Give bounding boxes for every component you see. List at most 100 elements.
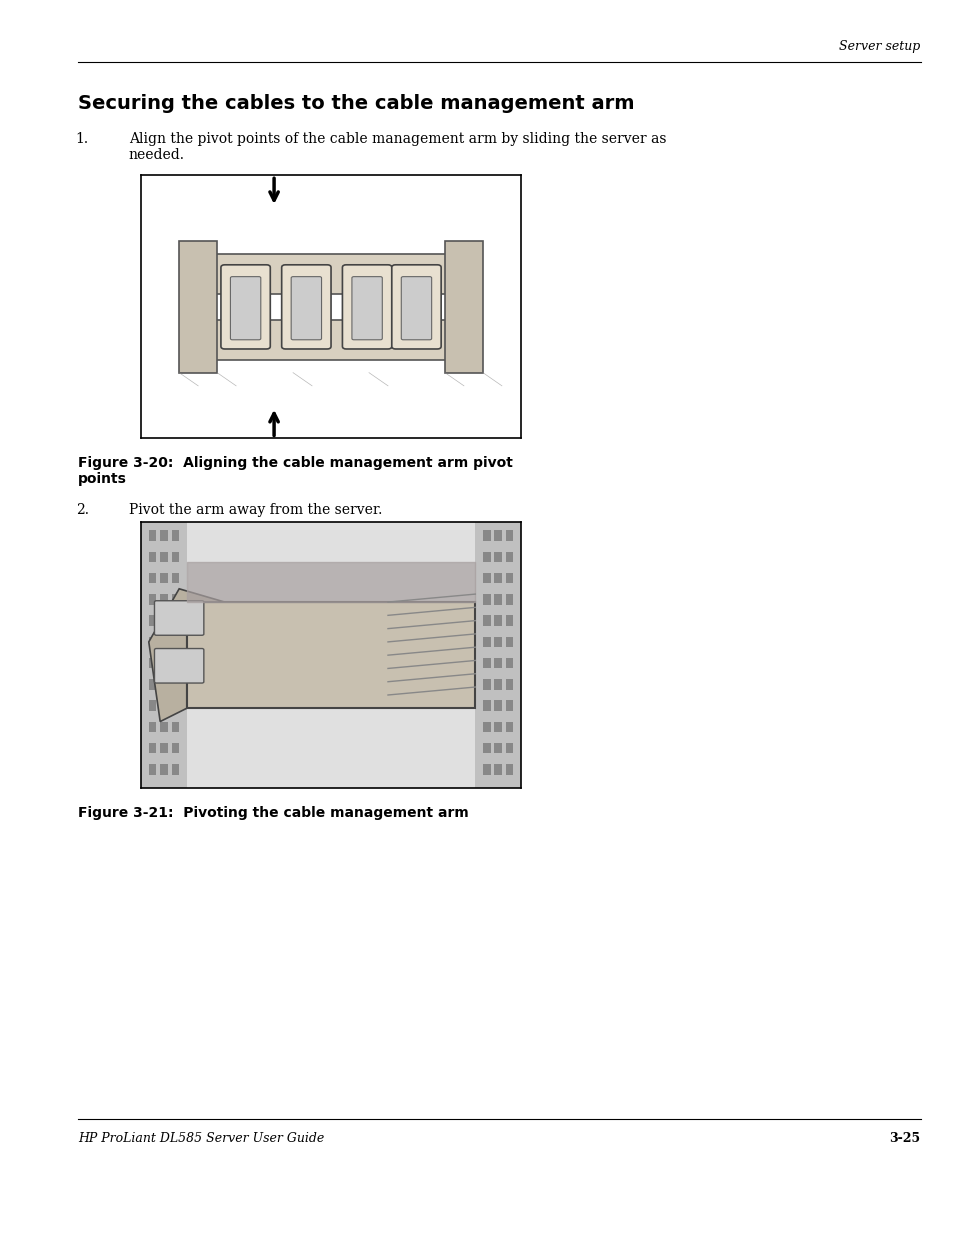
FancyBboxPatch shape (352, 277, 382, 340)
Bar (160, 764, 168, 774)
Bar (482, 721, 490, 732)
Bar (179, 241, 217, 373)
Bar (160, 573, 168, 583)
Bar (160, 658, 168, 668)
Bar (494, 615, 501, 626)
Bar (505, 658, 513, 668)
Bar (160, 679, 168, 689)
Bar (505, 742, 513, 753)
Bar (494, 636, 501, 647)
Bar (482, 658, 490, 668)
Text: Securing the cables to the cable management arm: Securing the cables to the cable managem… (78, 94, 634, 112)
Bar (482, 742, 490, 753)
Bar (172, 658, 179, 668)
Bar (494, 530, 501, 541)
Bar (172, 552, 179, 562)
Bar (494, 742, 501, 753)
Bar (172, 573, 179, 583)
Bar (160, 636, 168, 647)
Bar (494, 573, 501, 583)
Bar (494, 552, 501, 562)
Bar (505, 700, 513, 711)
Bar (172, 615, 179, 626)
Bar (187, 603, 475, 709)
Bar (172, 764, 179, 774)
Bar (505, 764, 513, 774)
Bar (160, 552, 168, 562)
Bar (149, 764, 156, 774)
Text: 2.: 2. (75, 503, 89, 516)
Text: Pivot the arm away from the server.: Pivot the arm away from the server. (129, 503, 382, 516)
Bar (149, 658, 156, 668)
Bar (172, 721, 179, 732)
Bar (198, 254, 463, 294)
Bar (494, 700, 501, 711)
Bar (482, 594, 490, 605)
Bar (482, 573, 490, 583)
Bar (160, 700, 168, 711)
Bar (160, 721, 168, 732)
Bar (482, 615, 490, 626)
FancyBboxPatch shape (291, 277, 321, 340)
Bar (141, 522, 187, 788)
Bar (505, 636, 513, 647)
Bar (505, 679, 513, 689)
Bar (505, 721, 513, 732)
FancyBboxPatch shape (154, 600, 204, 635)
FancyBboxPatch shape (281, 264, 331, 350)
Bar (482, 636, 490, 647)
Bar (160, 594, 168, 605)
Bar (482, 679, 490, 689)
Bar (149, 573, 156, 583)
Bar (505, 530, 513, 541)
Bar (482, 700, 490, 711)
FancyBboxPatch shape (231, 277, 260, 340)
Bar (505, 594, 513, 605)
FancyBboxPatch shape (342, 264, 392, 350)
Bar (172, 742, 179, 753)
Bar (482, 552, 490, 562)
Bar (160, 530, 168, 541)
Bar (172, 594, 179, 605)
Bar (172, 530, 179, 541)
Text: 3-25: 3-25 (888, 1132, 920, 1146)
Bar (149, 679, 156, 689)
Bar (494, 764, 501, 774)
Bar (494, 679, 501, 689)
Bar (149, 700, 156, 711)
Bar (149, 721, 156, 732)
Bar (505, 573, 513, 583)
Bar (160, 742, 168, 753)
Bar (494, 594, 501, 605)
Polygon shape (149, 589, 225, 721)
Text: Server setup: Server setup (839, 40, 920, 53)
Bar (149, 594, 156, 605)
Text: Align the pivot points of the cable management arm by sliding the server as
need: Align the pivot points of the cable mana… (129, 132, 665, 162)
Bar (444, 241, 482, 373)
Bar (505, 552, 513, 562)
Text: Figure 3-21:  Pivoting the cable management arm: Figure 3-21: Pivoting the cable manageme… (78, 806, 469, 820)
Bar (149, 530, 156, 541)
Bar (482, 764, 490, 774)
FancyBboxPatch shape (392, 264, 440, 350)
Bar (494, 721, 501, 732)
Bar (505, 615, 513, 626)
FancyBboxPatch shape (401, 277, 431, 340)
Bar (149, 615, 156, 626)
Text: HP ProLiant DL585 Server User Guide: HP ProLiant DL585 Server User Guide (78, 1132, 324, 1146)
FancyBboxPatch shape (154, 648, 204, 683)
Text: 1.: 1. (75, 132, 89, 146)
Bar (172, 700, 179, 711)
Text: Figure 3-20:  Aligning the cable management arm pivot
points: Figure 3-20: Aligning the cable manageme… (78, 456, 513, 485)
Bar (198, 320, 463, 359)
Bar (475, 522, 520, 788)
Bar (494, 658, 501, 668)
Bar (160, 615, 168, 626)
Bar (149, 552, 156, 562)
Bar (149, 636, 156, 647)
Bar (482, 530, 490, 541)
Bar (172, 636, 179, 647)
Bar (149, 742, 156, 753)
Bar (172, 679, 179, 689)
FancyBboxPatch shape (221, 264, 270, 350)
